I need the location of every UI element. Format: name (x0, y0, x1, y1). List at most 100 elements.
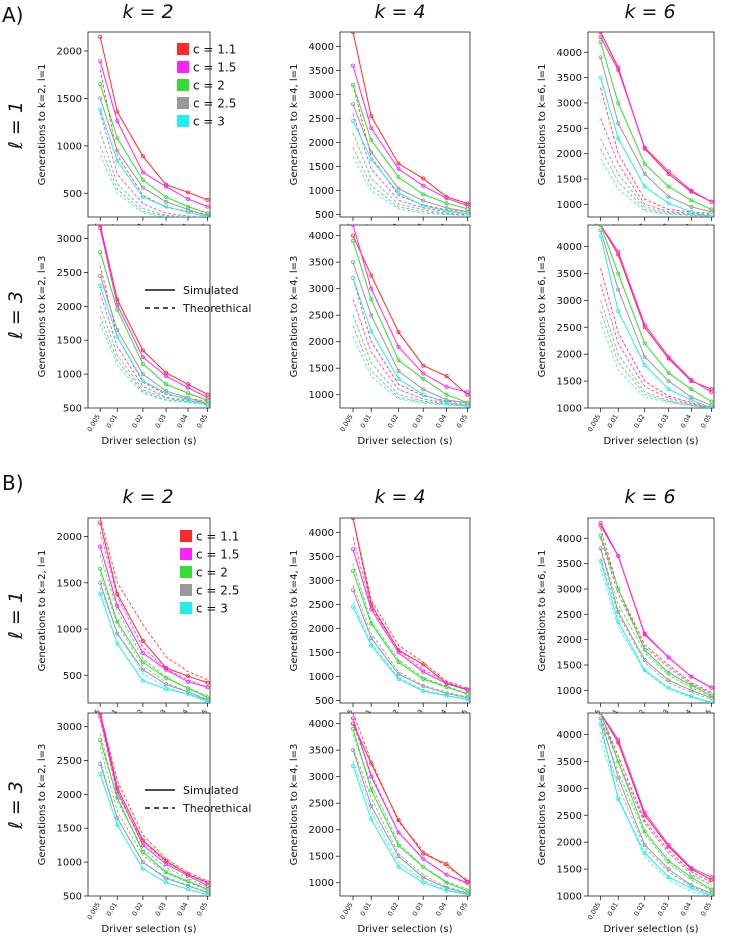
theoretical-line-c2 (600, 723, 712, 891)
data-point (689, 209, 694, 214)
data-point (164, 382, 169, 387)
theoretical-line-c11 (600, 267, 712, 408)
data-point (598, 533, 603, 538)
x-tick-label: 0.03 (411, 413, 425, 430)
y-tick-label: 1500 (557, 377, 582, 388)
y-tick-label: 3000 (309, 90, 334, 101)
data-point (396, 660, 401, 665)
x-tick-label: 0.04 (176, 413, 190, 430)
theoretical-line-c3 (600, 739, 712, 896)
simulated-line-c3 (99, 109, 208, 217)
y-tick-label: 500 (63, 189, 82, 200)
x-tick-label: 0.05 (195, 413, 209, 430)
data-point (709, 875, 714, 880)
data-point (369, 313, 374, 318)
data-point (98, 107, 103, 112)
data-point (616, 309, 621, 314)
data-point (689, 395, 694, 400)
data-point (666, 169, 671, 174)
plot-frame (587, 224, 715, 409)
y-axis-title: Generations to k=4, l=3 (289, 256, 300, 378)
data-point (396, 166, 401, 171)
data-point (186, 679, 191, 684)
theoretical-line-c25 (352, 585, 468, 698)
y-tick-label: 3000 (309, 284, 334, 295)
y-tick-label: 3000 (557, 584, 582, 595)
data-point (709, 894, 714, 896)
theoretical-line-c3 (99, 155, 208, 217)
y-tick-label: 2000 (557, 838, 582, 849)
data-point (642, 647, 647, 652)
data-point (465, 392, 470, 397)
data-point (396, 368, 401, 373)
data-point (666, 194, 671, 199)
y-tick-label: 2000 (57, 532, 82, 543)
row-label-b-l3: ℓ = 3 (5, 781, 27, 830)
y-tick-label: 2500 (557, 610, 582, 621)
legend-swatch (177, 79, 189, 91)
y-axis-title: Generations to k=2, l=3 (37, 744, 48, 866)
simulated-line-c2 (352, 570, 468, 695)
data-point (666, 201, 671, 206)
data-point (396, 830, 401, 835)
y-axis-title: Generations to k=2, l=1 (37, 64, 48, 186)
data-point (616, 121, 621, 126)
data-point (98, 82, 103, 87)
data-point (186, 686, 191, 691)
data-point (598, 35, 603, 40)
y-tick-label: 3000 (309, 772, 334, 783)
data-point (689, 378, 694, 383)
legend-label: c = 2.5 (193, 97, 236, 111)
row-label-a-l1: ℓ = 1 (5, 101, 27, 150)
data-point (350, 238, 355, 243)
y-axis-title: Generations to k=6, l=1 (537, 64, 548, 186)
x-tick-label: 0.02 (386, 413, 400, 430)
y-tick-label: 3000 (557, 784, 582, 795)
panel-A-l1-k6: 10001500200025003000350040000.0050.010.0… (537, 31, 715, 256)
data-point (421, 669, 426, 674)
x-tick-label: 0.04 (434, 901, 448, 918)
simulated-line-c2 (99, 739, 208, 890)
y-tick-label: 3500 (557, 269, 582, 280)
data-point (421, 684, 426, 689)
data-point (186, 391, 191, 396)
theoretical-line-c11 (352, 277, 468, 404)
theoretical-line-c15 (600, 284, 712, 408)
data-point (642, 171, 647, 176)
data-point (164, 862, 169, 867)
data-point (164, 870, 169, 875)
data-point (115, 603, 120, 608)
data-point (421, 198, 426, 203)
data-point (642, 341, 647, 346)
data-point (666, 184, 671, 189)
data-point (115, 159, 120, 164)
data-point (115, 816, 120, 821)
data-point (421, 371, 426, 376)
theoretical-line-c2 (600, 300, 712, 408)
panel-B-l1-k6: 10001500200025003000350040000.0050.010.0… (537, 517, 715, 742)
data-point (689, 694, 694, 699)
data-point (465, 211, 470, 216)
data-point (350, 568, 355, 573)
data-point (616, 100, 621, 105)
data-point (115, 631, 120, 636)
data-point (598, 716, 603, 721)
simulated-line-c11 (352, 235, 468, 396)
simulated-line-c2 (600, 713, 712, 890)
series-lines (350, 225, 470, 408)
theoretical-line-c2 (600, 548, 712, 697)
data-point (444, 400, 449, 405)
data-point (396, 376, 401, 381)
simulated-line-c25 (600, 230, 712, 406)
col-header-b-k4: k = 4 (374, 486, 425, 508)
theoretical-line-c25 (99, 573, 208, 700)
theoretical-line-c3 (352, 156, 468, 217)
y-tick-label: 3000 (57, 234, 82, 245)
legend-label: c = 2 (193, 79, 225, 93)
theoretical-line-c25 (352, 147, 468, 216)
data-point (115, 591, 120, 596)
panel-letter-b: B) (2, 471, 24, 495)
theoretical-line-c2 (352, 132, 468, 216)
data-point (598, 521, 603, 526)
data-point (444, 685, 449, 690)
